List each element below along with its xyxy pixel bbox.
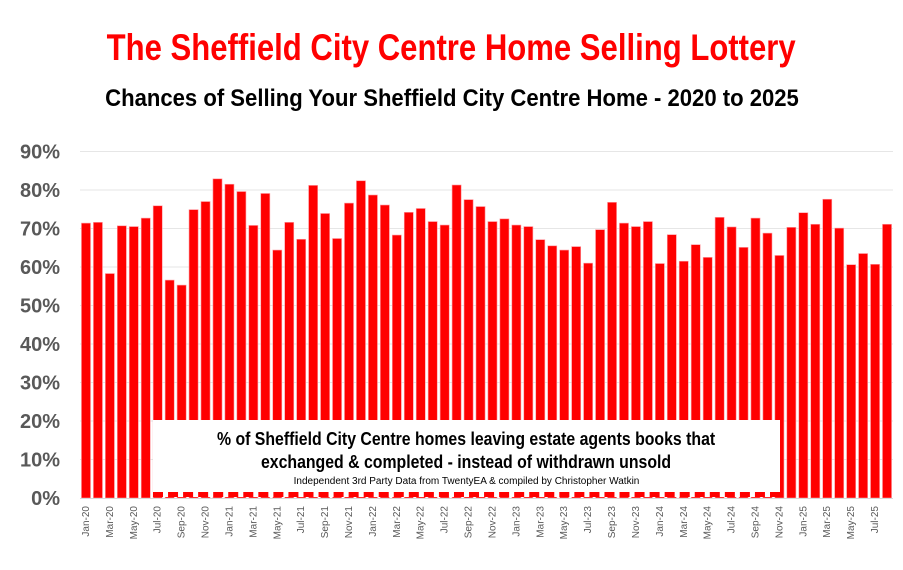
- x-tick-label: Sep-22: [464, 506, 475, 539]
- y-tick-label: 50%: [20, 296, 60, 318]
- x-tick-label: May-21: [272, 506, 283, 540]
- bar: [798, 212, 809, 499]
- bar: [858, 253, 868, 499]
- x-tick-label: May-23: [559, 506, 570, 540]
- x-tick-label: Sep-23: [607, 506, 618, 539]
- bar: [105, 273, 115, 499]
- chart-annotation-box: % of Sheffield City Centre homes leaving…: [153, 420, 780, 497]
- x-tick-label: Mar-24: [679, 506, 690, 538]
- bar: [834, 227, 845, 499]
- y-tick-label: 30%: [20, 373, 60, 395]
- x-tick-label: Jul-22: [440, 506, 451, 534]
- annotation-line-1: % of Sheffield City Centre homes leaving…: [217, 429, 716, 449]
- chart-title: The Sheffield City Centre Home Selling L…: [106, 27, 797, 68]
- x-tick-label: Jul-23: [583, 506, 594, 534]
- bar: [128, 226, 139, 499]
- x-tick-label: May-22: [416, 506, 427, 540]
- bar: [810, 223, 821, 499]
- x-tick-label: Mar-25: [822, 506, 833, 538]
- x-tick-label: Nov-22: [487, 506, 498, 539]
- x-tick-label: Jul-20: [153, 506, 164, 534]
- chart-subtitle: Chances of Selling Your Sheffield City C…: [104, 85, 799, 112]
- y-tick-label: 0%: [31, 488, 60, 510]
- x-tick-label: May-25: [846, 506, 857, 540]
- x-tick-label: Jul-21: [296, 506, 307, 534]
- x-tick-label: May-20: [129, 506, 140, 540]
- bar: [846, 264, 856, 499]
- x-tick-label: Mar-23: [535, 506, 546, 538]
- bar: [786, 227, 797, 499]
- bar: [81, 222, 91, 499]
- y-tick-label: 20%: [20, 411, 60, 433]
- x-tick-label: Mar-22: [392, 506, 403, 538]
- x-tick-label: Jul-25: [870, 506, 881, 534]
- y-tick-label: 90%: [20, 142, 60, 164]
- y-tick-label: 40%: [20, 334, 60, 356]
- x-tick-label: Sep-24: [751, 506, 762, 539]
- chart-title-wrap: The Sheffield City Centre Home Selling L…: [0, 26, 903, 70]
- bar: [822, 198, 833, 499]
- y-tick-label: 80%: [20, 180, 60, 202]
- annotation-source: Independent 3rd Party Data from TwentyEA…: [293, 476, 640, 487]
- x-tick-label: Nov-20: [201, 506, 212, 539]
- annotation-line-2: exchanged & completed - instead of withd…: [261, 452, 672, 472]
- x-tick-label: Sep-21: [320, 506, 331, 539]
- bar: [117, 225, 127, 499]
- x-tick-label: Jan-23: [511, 506, 522, 537]
- x-tick-label: Nov-24: [774, 506, 785, 539]
- bar: [882, 223, 892, 499]
- x-tick-label: Nov-21: [344, 506, 355, 539]
- annotation-line-1-wrap: % of Sheffield City Centre homes leaving…: [153, 428, 780, 451]
- x-tick-label: Mar-20: [105, 506, 116, 538]
- y-tick-label: 10%: [20, 450, 60, 472]
- x-tick-label: Jan-20: [81, 506, 92, 537]
- bar: [140, 217, 151, 499]
- bar: [870, 264, 880, 499]
- x-tick-label: Nov-23: [631, 506, 642, 539]
- y-tick-label: 60%: [20, 257, 60, 279]
- annotation-line-2-wrap: exchanged & completed - instead of withd…: [153, 451, 780, 474]
- x-tick-label: May-24: [703, 506, 714, 540]
- x-tick-label: Jul-24: [727, 506, 738, 534]
- bar: [93, 222, 103, 499]
- x-tick-label: Jan-24: [655, 506, 666, 537]
- x-tick-label: Jan-22: [368, 506, 379, 537]
- x-tick-label: Jan-25: [798, 506, 809, 537]
- chart-subtitle-wrap: Chances of Selling Your Sheffield City C…: [0, 84, 903, 114]
- x-tick-label: Sep-20: [177, 506, 188, 539]
- y-tick-label: 70%: [20, 219, 60, 241]
- x-tick-label: Jan-21: [224, 506, 235, 537]
- x-tick-label: Mar-21: [248, 506, 259, 538]
